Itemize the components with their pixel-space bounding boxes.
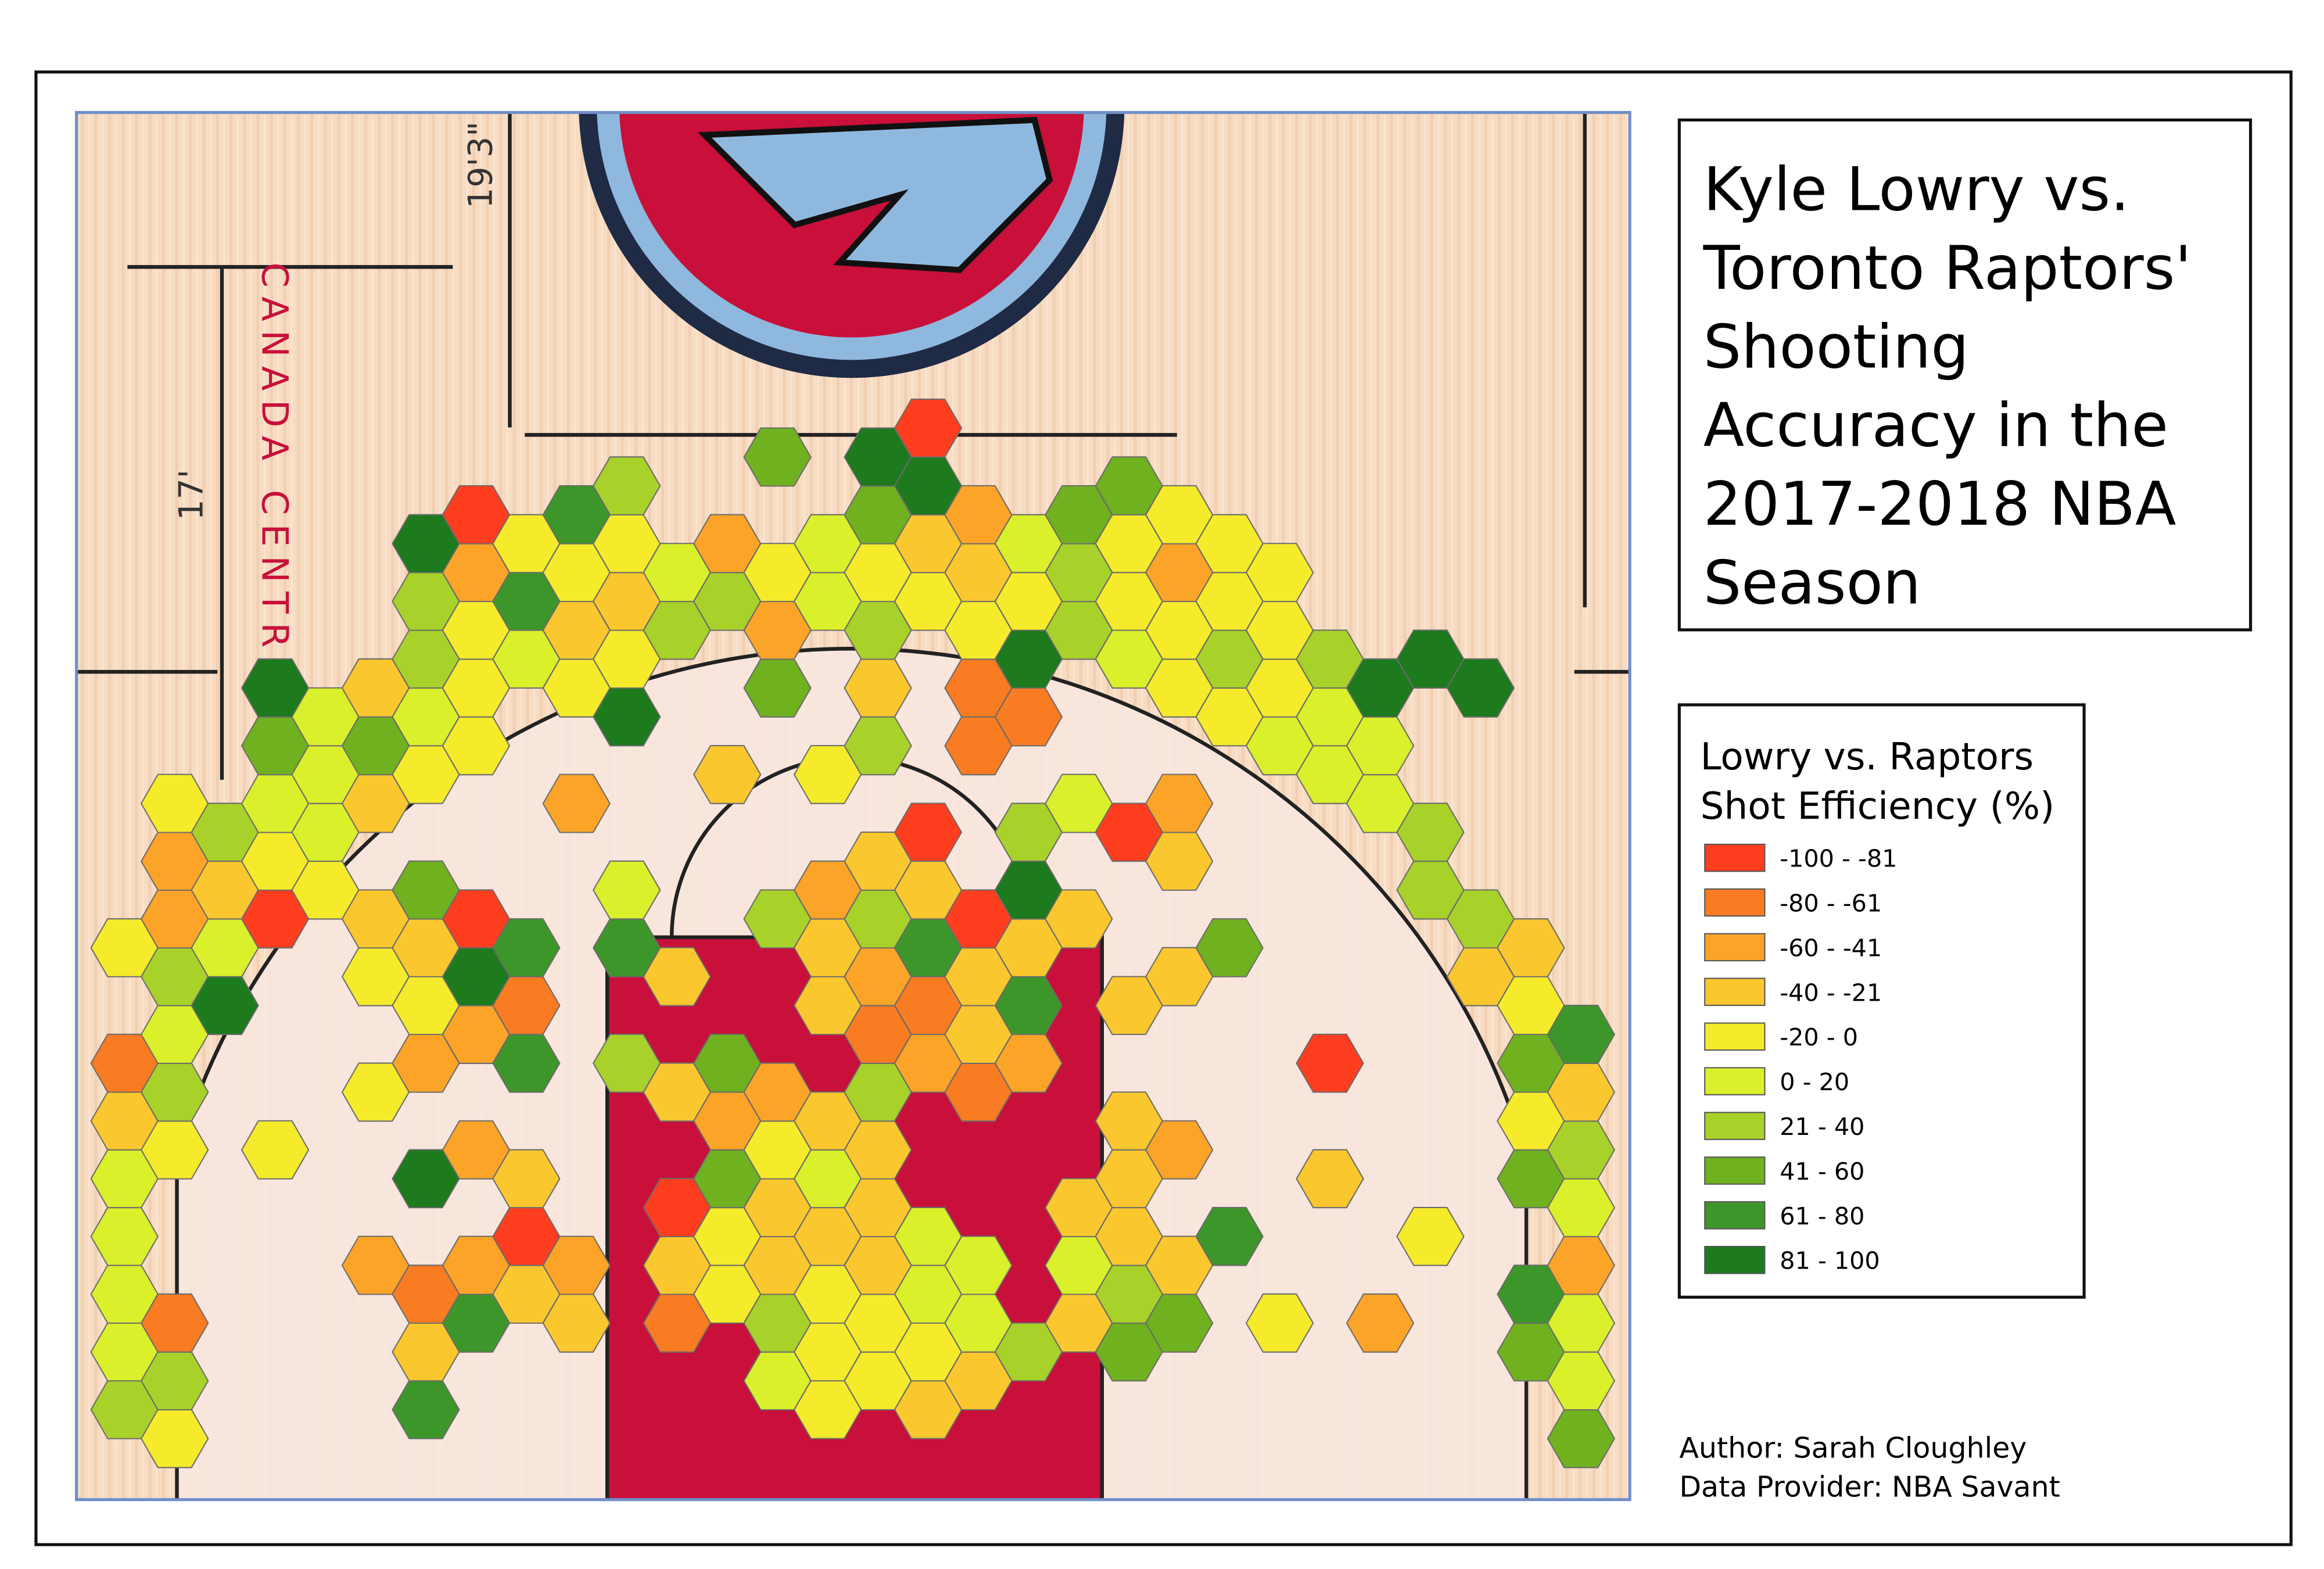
court-label: CANADA CENTRE [254,263,296,689]
legend-swatch [1704,1156,1766,1185]
map-frame [75,110,1631,1502]
hex-bin [1497,918,1565,977]
hex-bin [492,1149,561,1209]
hex-bin [944,1235,1013,1295]
hex-bin [542,773,611,833]
hex-bin [1195,918,1264,977]
hex-layer [90,398,1616,1468]
hex-bin [140,1293,209,1353]
court-label: 17' [172,470,210,521]
hex-bin [1245,543,1314,603]
legend-label: -100 - -81 [1780,845,1897,873]
hex-bin [1446,658,1515,718]
legend: Lowry vs. Raptors Shot Efficiency (%) -100… [1700,735,2054,1275]
court-label: 19'3" [461,121,500,209]
legend-label: 61 - 80 [1780,1202,1864,1230]
hex-bin [693,745,762,804]
title-line: Accuracy in the [1703,391,2168,461]
hex-bin [1396,1206,1465,1266]
legend-title: Lowry vs. Raptors [1700,735,2033,779]
hex-bin [1045,889,1113,949]
hex-bin [894,803,963,862]
legend-label: 21 - 40 [1780,1113,1864,1141]
legend-swatch [1704,1022,1766,1051]
logo-claw [697,117,1053,273]
hex-bin [1245,1293,1314,1353]
credit: Author: Sarah Cloughley [1679,1431,2027,1464]
title-line: Toronto Raptors' [1703,234,2192,303]
hex-bin [592,860,661,920]
hex-bin [241,1120,310,1180]
legend-label: 0 - 20 [1780,1068,1849,1096]
title: Kyle Lowry vs. Toronto Raptors' Shooting Ac… [1703,155,2192,618]
hex-bin [743,427,812,487]
hex-bin [592,456,661,515]
hex-bin [894,398,963,458]
title-line: Shooting [1703,312,1969,382]
credit: Data Provider: NBA Savant [1679,1470,2060,1503]
legend-swatch [1704,1201,1766,1230]
court-labels: 19'3" 17' CANADA CENTRE [172,121,500,689]
hex-bin [1296,1149,1364,1209]
hex-bin [1346,1293,1415,1353]
legend-swatch [1704,1246,1766,1274]
legend-swatch [1704,933,1766,962]
hex-bin [1396,803,1465,862]
hex-bin [1145,1120,1214,1180]
title-line: Kyle Lowry vs. [1703,155,2130,224]
legend-swatch [1704,977,1766,1006]
legend-label: -80 - -61 [1780,890,1882,918]
hex-bin [1296,1033,1364,1093]
hex-bin [1195,1206,1264,1266]
legend-swatch [1704,1067,1766,1095]
legend-swatch [1704,888,1766,917]
legend-swatch [1704,1112,1766,1140]
legend-title: Shot Efficiency (%) [1700,784,2054,828]
title-line: Season [1703,549,1921,618]
hex-bin [492,918,561,977]
legend-label: -60 - -41 [1780,934,1882,962]
hex-bin [1145,773,1214,833]
legend-label: -40 - -21 [1780,979,1882,1006]
hex-bin [542,1235,611,1295]
legend-swatch [1704,843,1766,872]
hex-bin [1547,1005,1616,1064]
title-box [1677,118,2253,632]
legend-label: 81 - 100 [1780,1247,1880,1275]
title-line: 2017-2018 NBA [1703,470,2176,539]
credits: Author: Sarah Cloughley Data Provider: NB… [1679,1431,2060,1503]
legend-label: -20 - 0 [1780,1023,1858,1051]
legend-label: 41 - 60 [1780,1158,1864,1185]
hex-bin [643,947,711,1006]
